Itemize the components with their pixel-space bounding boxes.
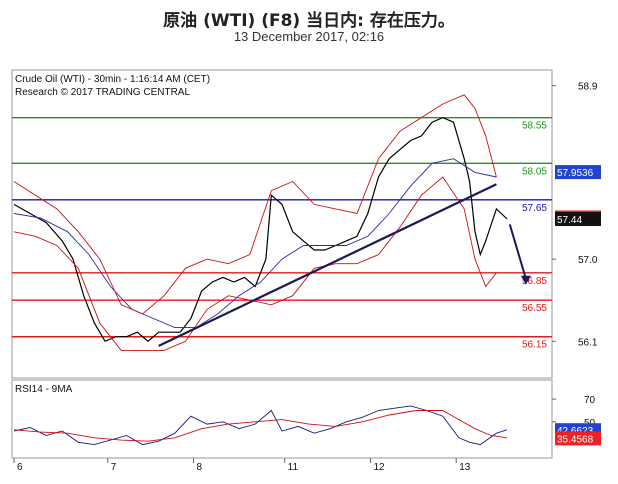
- x-tick-label: 11: [288, 462, 299, 473]
- rsi-panel-frame: [11, 379, 553, 459]
- price-tag: [555, 211, 601, 226]
- price-tag-label: 35.4568: [557, 434, 594, 445]
- forecast-arrow-head: [520, 275, 531, 285]
- price-tag: [555, 431, 601, 446]
- x-tick-label: 6: [17, 462, 23, 473]
- rsi-title: RSI14 - 9MA: [15, 384, 73, 395]
- rsi-series-line: [13, 410, 508, 442]
- price-tag-label: 57.44: [557, 215, 582, 226]
- series-line: [13, 116, 508, 343]
- level-label: 58.05: [522, 166, 547, 177]
- price-tag: [555, 165, 601, 180]
- price-tag-label: 57.9536: [557, 168, 594, 179]
- y-tick-label: 58.9: [578, 82, 598, 93]
- x-tick-label: 7: [111, 462, 117, 473]
- forecast-arrow-shaft: [508, 224, 527, 279]
- level-label: 57.65: [522, 203, 547, 214]
- trendline: [158, 183, 497, 347]
- report-date: 13 December 2017, 02:16: [233, 29, 385, 44]
- x-tick-label: 13: [459, 462, 471, 473]
- rsi-y-tick-label: 70: [584, 395, 596, 406]
- series-line: [13, 158, 497, 329]
- x-tick-label: 12: [373, 462, 385, 473]
- x-tick-label: 8: [197, 462, 203, 473]
- main-panel-frame: [11, 69, 553, 379]
- level-label: 56.15: [522, 340, 547, 351]
- page-title: 原油 (WTI) (F8) 当日内: 存在压力。: [163, 11, 455, 31]
- rsi-series-line: [13, 405, 508, 446]
- level-label: 56.85: [522, 276, 547, 287]
- series-line: [13, 176, 497, 351]
- level-label: 56.55: [522, 303, 547, 314]
- chart-subtitle: Research © 2017 TRADING CENTRAL: [15, 87, 190, 98]
- y-tick-label: 57.0: [578, 255, 598, 266]
- series-line: [13, 94, 497, 315]
- chart-title: Crude Oil (WTI) - 30min - 1:16:14 AM (CE…: [15, 74, 210, 85]
- level-label: 58.55: [522, 121, 547, 132]
- y-tick-label: 56.1: [578, 337, 598, 348]
